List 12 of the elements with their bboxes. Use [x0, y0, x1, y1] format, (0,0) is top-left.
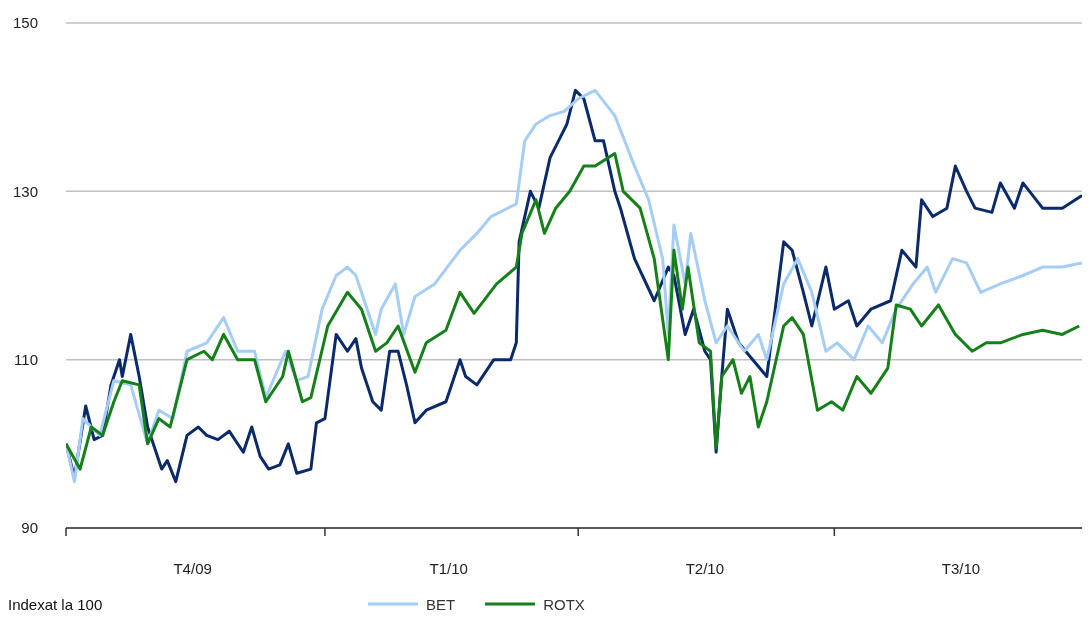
text: Indexat la 100	[8, 595, 103, 613]
y-tick-label: 90	[21, 519, 38, 537]
y-tick-label: 150	[12, 14, 38, 32]
y-tick-label: 130	[12, 182, 38, 200]
x-tick-label: T2/10	[685, 560, 725, 577]
legend-label: BET	[426, 595, 456, 613]
x-tick-label: T3/10	[941, 560, 981, 577]
legend-label: ROTX	[543, 595, 585, 613]
x-tick-label: T1/10	[429, 560, 468, 577]
x-tick-label: T4/09	[173, 560, 212, 577]
line-series	[66, 151, 1081, 471]
y-tick-label: 110	[14, 350, 38, 368]
